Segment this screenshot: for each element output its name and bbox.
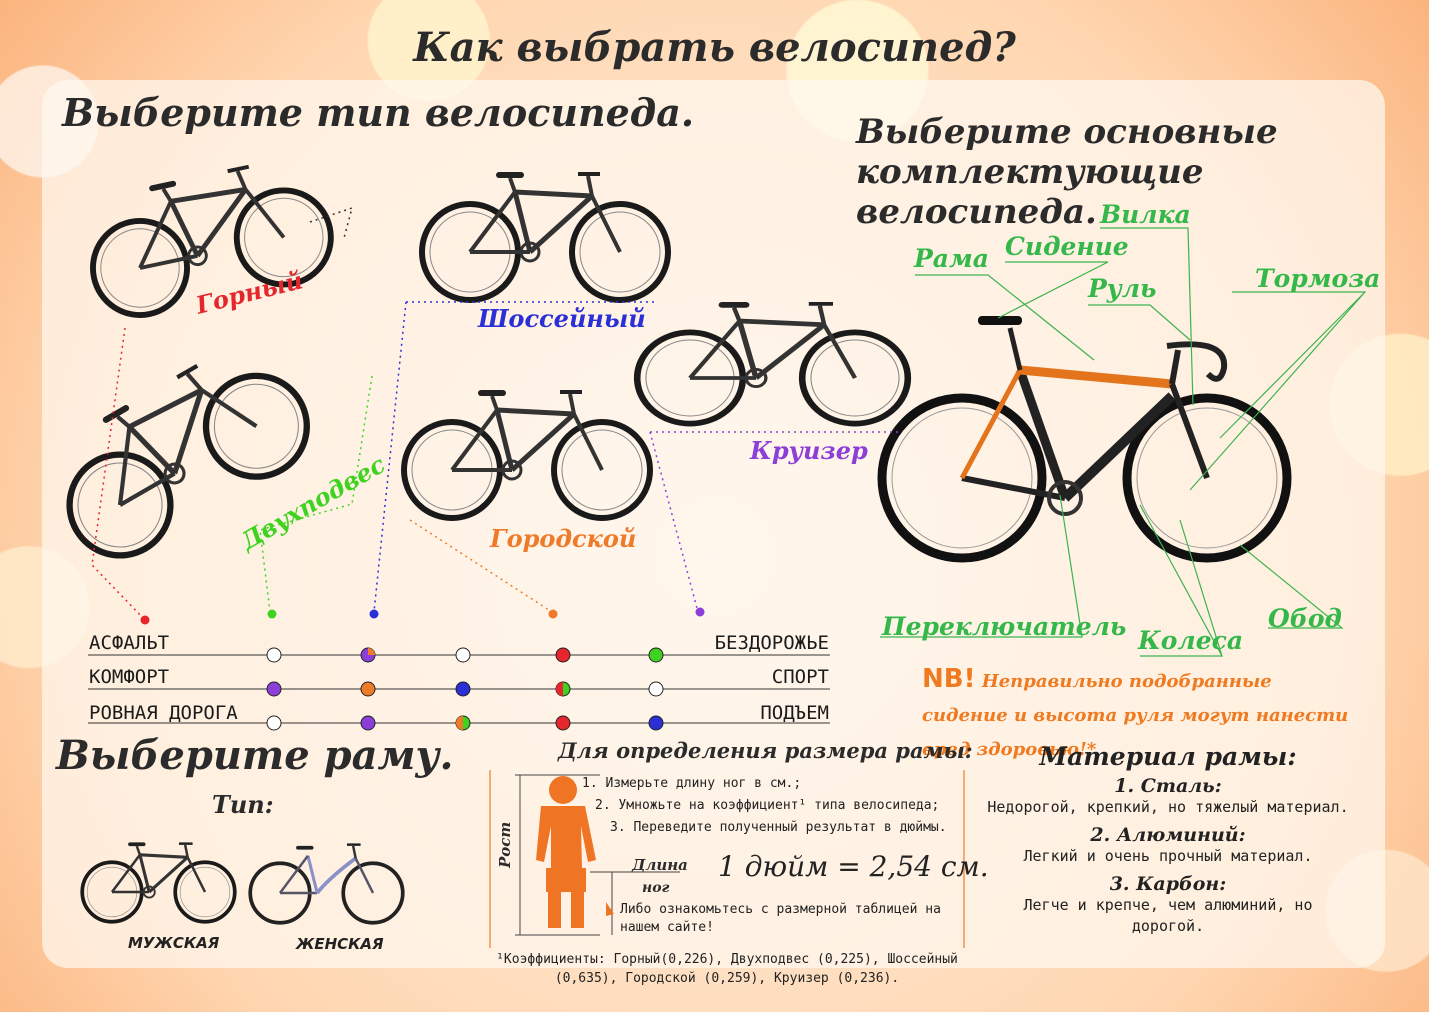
row3-right-label: ПОДЪЕМ [760,702,829,724]
part-label-fork: Вилка [1100,200,1191,229]
bike-label-road: Шоссейный [478,304,646,333]
height-label: Рост [496,821,514,868]
frame-size-step-2: 2. Умножьте на коэффициент¹ типа велосип… [595,798,940,813]
row1-right-label: БЕЗДОРОЖЬЕ [714,632,829,654]
part-label-derailleur: Переключатель [882,612,1127,641]
material-section: Материал рамы: 1. Сталь: Недорогой, креп… [968,742,1368,937]
material-aluminium-desc: Легкий и очень прочный материал. [1023,847,1313,865]
height-measure-lines [515,774,680,936]
nb-warning: NB! Неправильно подобранные сидение и вы… [922,662,1352,767]
type-dot-mountain [140,615,150,625]
male-frame-label: МУЖСКАЯ [128,934,220,952]
part-label-saddle: Сидение [1005,232,1129,261]
material-carbon-desc: Легче и крепче, чем алюминий, но дорогой… [1023,896,1313,935]
coefficients-footnote: ¹Коэффициенты: Горный(0,226), Двухподвес… [496,952,958,986]
material-heading: Материал рамы: [1039,742,1297,771]
male-frame-bike-illustration [80,840,237,924]
material-steel-name: 1. Сталь: [1114,775,1222,797]
material-aluminium-name: 2. Алюминий: [1090,824,1246,846]
female-frame-label: ЖЕНСКАЯ [296,935,384,953]
bike-label-cruiser: Круизер [750,436,868,465]
section-parts-heading: Выберите основные комплектующие велосипе… [856,112,1429,232]
leg-length-arrow-icon [606,902,614,916]
section-parts-heading-line1: Выберите основные [856,112,1278,152]
female-frame-bike-illustration [248,843,405,925]
part-leader-lines [880,227,1367,657]
road-bike-illustration [422,172,668,300]
material-carbon-name: 3. Карбон: [1109,873,1227,895]
leg-length-label-1: Длина [632,856,688,874]
size-table-note: Либо ознакомьтесь с размерной таблицей н… [620,902,941,935]
row2-right-label: СПОРТ [771,666,829,688]
leg-length-label-2: ног [642,880,670,896]
type-dot-city [548,609,558,619]
nb-text: Неправильно подобранные сидение и высота… [922,671,1349,760]
section-parts-heading-line2: комплектующие велосипеда. [856,152,1204,232]
city-bike-illustration [404,390,650,518]
frame-size-heading: Для определения размера рамы: [558,738,973,763]
human-silhouette [536,776,596,928]
row2-left-label: КОМФОРТ [89,666,170,688]
section-frame-heading: Выберите раму. [56,732,454,779]
row1-left-label: АСФАЛЬТ [89,632,170,654]
section-type-heading: Выберите тип велосипеда. [62,90,695,135]
bike-label-city: Городской [490,524,637,553]
part-label-handlebar: Руль [1088,274,1157,303]
inch-conversion-note: 1 дюйм = 2,54 см. [718,850,989,883]
type-dot-cruiser [695,607,705,617]
cruiser-bike-illustration [637,302,908,424]
nb-label: NB! [922,664,976,694]
part-label-wheels: Колеса [1138,626,1244,655]
components-bike-illustration [877,316,1292,563]
comparison-markers [266,647,664,731]
page-title: Как выбрать велосипед? [413,24,1016,71]
part-label-rim: Обод [1268,604,1342,633]
frame-size-step-3: 3. Переведите полученный результат в дюй… [610,820,947,835]
type-dot-fullsus [267,609,277,619]
part-label-frame: Рама [914,244,989,273]
row3-left-label: РОВНАЯ ДОРОГА [89,702,238,724]
frame-type-label: Тип: [212,790,274,819]
part-label-brakes: Тормоза [1255,264,1381,293]
frame-size-step-1: 1. Измерьте длину ног в см.; [582,776,802,791]
type-connectors [91,206,900,621]
material-steel-desc: Недорогой, крепкий, но тяжелый материал. [987,798,1349,816]
type-dot-road [369,609,379,619]
